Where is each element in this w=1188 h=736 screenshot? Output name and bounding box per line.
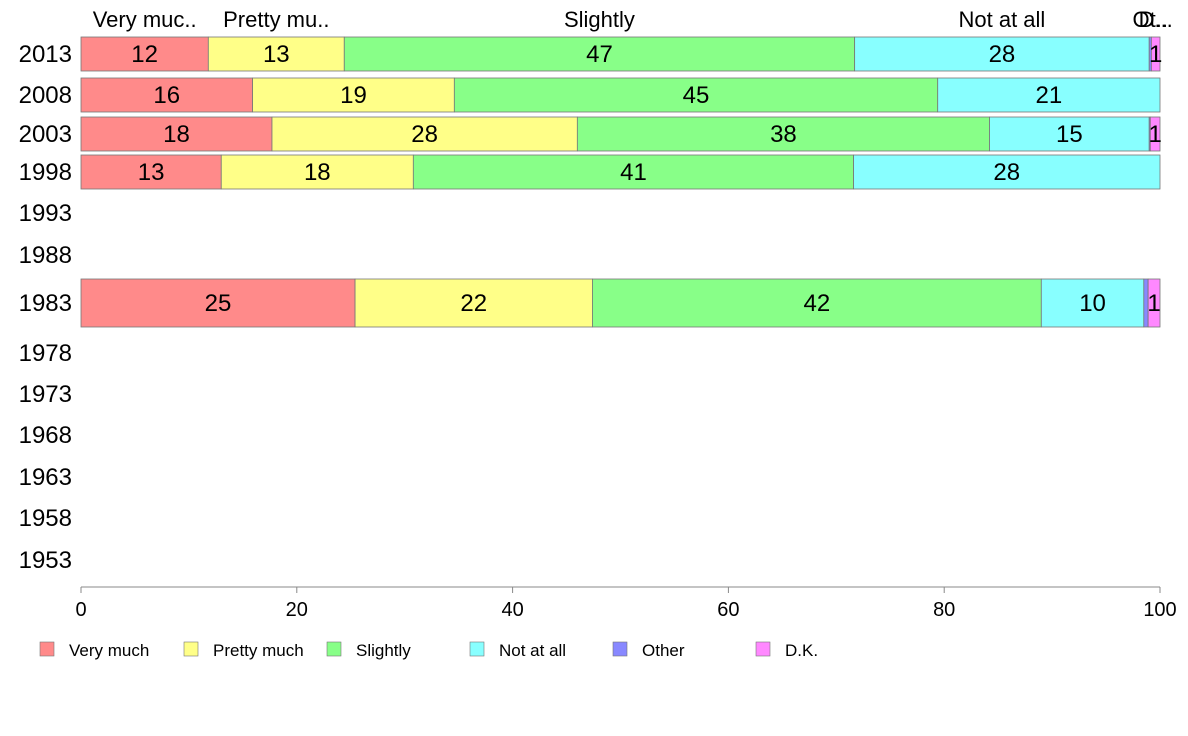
data-label-2013-pretty-much: 13 xyxy=(263,41,290,68)
year-labels: 2013 2008 2003 1998 1993 1988 1983 1978 1973 1968… xyxy=(19,41,72,574)
bar-segment-2003-pretty-much xyxy=(271,116,578,152)
legend-label-slightly: Slightly xyxy=(356,641,411,660)
year-label-2003: 2003 xyxy=(19,121,72,148)
bar-segment-2013-not-at-all xyxy=(854,36,1150,72)
bar-segment-2003-very-much xyxy=(80,116,273,152)
year-label-2008: 2008 xyxy=(19,82,72,109)
bar-segment-1998-pretty-much xyxy=(220,154,414,190)
data-label-1998-pretty-much: 18 xyxy=(304,159,331,186)
x-tick-label: 40 xyxy=(501,599,523,621)
data-label-1998-not-at-all: 28 xyxy=(993,159,1020,186)
bar-segment-2008-not-at-all xyxy=(937,77,1161,113)
bar-segment-1983-slightly xyxy=(592,278,1042,328)
x-axis: 0 20 40 60 80 100 xyxy=(75,586,1177,621)
year-label-1993: 1993 xyxy=(19,200,72,227)
data-label-2003-not-at-all: 15 xyxy=(1056,121,1083,148)
data-label-2013-slightly: 47 xyxy=(586,41,613,68)
legend-label-not-at-all: Not at all xyxy=(499,641,566,660)
year-label-2013: 2013 xyxy=(19,41,72,68)
bar-segment-1983-not-at-all xyxy=(1040,278,1145,328)
legend-swatch-pretty-much xyxy=(183,641,199,657)
bar-segment-1983-d-k- xyxy=(1147,278,1161,328)
legend: Very much Pretty much Slightly Not at all Ot… xyxy=(39,641,818,660)
legend-label-d-k-: D.K. xyxy=(785,641,818,660)
bar-segment-1983-pretty-much xyxy=(354,278,593,328)
data-label-2003-pretty-much: 28 xyxy=(411,121,438,148)
year-label-1998: 1998 xyxy=(19,159,72,186)
bar-segment-1998-very-much xyxy=(80,154,222,190)
year-label-1958: 1958 xyxy=(19,505,72,532)
bar-segment-1998-not-at-all xyxy=(853,154,1161,190)
data-label-2013-not-at-all: 28 xyxy=(989,41,1016,68)
top-category-labels: Very muc.. Pretty mu.. Slightly Not at all O… xyxy=(93,7,1173,32)
bar-segment-2003-not-at-all xyxy=(989,116,1150,152)
top-label-slightly: Slightly xyxy=(564,7,635,32)
bar-segment-2013-slightly xyxy=(343,36,856,72)
bar-segment-2013-d-k- xyxy=(1150,36,1161,72)
bar-segment-2008-very-much xyxy=(80,77,253,113)
data-label-2008-slightly: 45 xyxy=(683,82,710,109)
data-label-2003-slightly: 38 xyxy=(770,121,797,148)
legend-swatch-not-at-all xyxy=(469,641,485,657)
legend-swatch-very-much xyxy=(39,641,55,657)
year-label-1983: 1983 xyxy=(19,290,72,317)
top-label-d-k-: D... xyxy=(1139,7,1173,32)
bar-segment-2013-very-much xyxy=(80,36,209,72)
legend-swatch-d-k- xyxy=(755,641,771,657)
bar-segment-1998-slightly xyxy=(412,154,854,190)
x-tick-label: 100 xyxy=(1143,599,1176,621)
year-label-1953: 1953 xyxy=(19,547,72,574)
data-label-2008-not-at-all: 21 xyxy=(1036,82,1063,109)
year-label-1978: 1978 xyxy=(19,340,72,367)
legend-swatch-slightly xyxy=(326,641,342,657)
year-label-1963: 1963 xyxy=(19,464,72,491)
bar-segment-2003-slightly xyxy=(576,116,990,152)
data-label-2003-very-much: 18 xyxy=(163,121,190,148)
data-label-2003-d-k-: 1 xyxy=(1148,121,1161,148)
data-label-1998-slightly: 41 xyxy=(620,159,647,186)
legend-label-pretty-much: Pretty much xyxy=(213,641,304,660)
data-label-1983-very-much: 25 xyxy=(205,290,232,317)
top-label-very-much: Very muc.. xyxy=(93,7,197,32)
bar-segment-2008-slightly xyxy=(453,77,939,113)
year-label-1973: 1973 xyxy=(19,381,72,408)
legend-swatch-other xyxy=(612,641,628,657)
top-label-pretty-much: Pretty mu.. xyxy=(223,7,329,32)
data-label-2008-pretty-much: 19 xyxy=(340,82,367,109)
bar-segment-1983-very-much xyxy=(80,278,356,328)
bar-segment-2003-d-k- xyxy=(1149,116,1161,152)
legend-label-very-much: Very much xyxy=(69,641,149,660)
x-tick-label: 0 xyxy=(75,599,86,621)
bar-segment-2008-pretty-much xyxy=(252,77,455,113)
data-label-1983-pretty-much: 22 xyxy=(460,290,487,317)
bar-segment-2013-pretty-much xyxy=(207,36,345,72)
data-label-1983-d-k-: 1 xyxy=(1147,290,1160,317)
x-tick-label: 20 xyxy=(286,599,308,621)
year-label-1988: 1988 xyxy=(19,242,72,269)
bars: 12 13 47 28 1 16 19 45 21 18 28 38 15 1 13 18 41 28 25 22 42… xyxy=(80,36,1162,328)
legend-label-other: Other xyxy=(642,641,685,660)
x-tick-label: 60 xyxy=(717,599,739,621)
top-label-other: Ot.. xyxy=(1133,7,1168,32)
data-label-2008-very-much: 16 xyxy=(153,82,180,109)
data-label-2013-very-much: 12 xyxy=(131,41,158,68)
data-label-1983-not-at-all: 10 xyxy=(1079,290,1106,317)
data-label-1998-very-much: 13 xyxy=(138,159,165,186)
year-label-1968: 1968 xyxy=(19,422,72,449)
x-tick-label: 80 xyxy=(933,599,955,621)
data-label-1983-slightly: 42 xyxy=(804,290,831,317)
data-label-2013-d-k-: 1 xyxy=(1149,41,1162,68)
top-label-not-at-all: Not at all xyxy=(959,7,1046,32)
